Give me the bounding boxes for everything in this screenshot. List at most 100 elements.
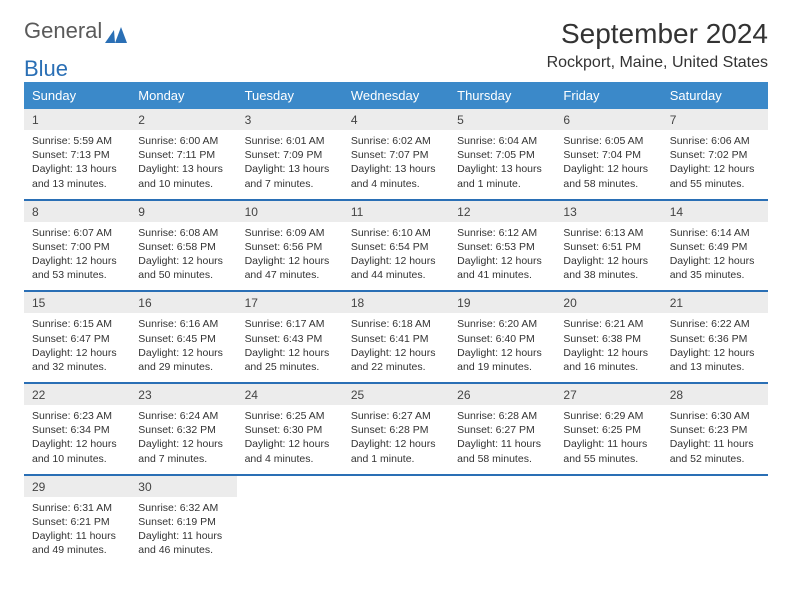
- day-sunrise: Sunrise: 6:01 AM: [245, 134, 335, 148]
- week-row: 22Sunrise: 6:23 AMSunset: 6:34 PMDayligh…: [24, 384, 768, 476]
- day-sunrise: Sunrise: 6:32 AM: [138, 501, 228, 515]
- day-sunset: Sunset: 6:54 PM: [351, 240, 441, 254]
- day-cell: 29Sunrise: 6:31 AMSunset: 6:21 PMDayligh…: [24, 476, 130, 566]
- day-day1: Daylight: 11 hours: [138, 529, 228, 543]
- day-cell: 1Sunrise: 5:59 AMSunset: 7:13 PMDaylight…: [24, 109, 130, 199]
- day-info: Sunrise: 6:01 AMSunset: 7:09 PMDaylight:…: [237, 134, 343, 191]
- day-sunrise: Sunrise: 6:30 AM: [670, 409, 760, 423]
- day-day1: Daylight: 12 hours: [457, 346, 547, 360]
- day-sunset: Sunset: 6:23 PM: [670, 423, 760, 437]
- day-day1: Daylight: 12 hours: [457, 254, 547, 268]
- day-sunrise: Sunrise: 6:09 AM: [245, 226, 335, 240]
- day-sunset: Sunset: 7:11 PM: [138, 148, 228, 162]
- day-info: Sunrise: 6:05 AMSunset: 7:04 PMDaylight:…: [555, 134, 661, 191]
- month-year-title: September 2024: [561, 18, 768, 50]
- day-sunrise: Sunrise: 6:13 AM: [563, 226, 653, 240]
- day-day2: and 50 minutes.: [138, 268, 228, 282]
- day-sunset: Sunset: 6:51 PM: [563, 240, 653, 254]
- day-number: 5: [449, 109, 555, 130]
- day-cell: [237, 476, 343, 566]
- dow-monday: Monday: [130, 82, 236, 109]
- day-info: Sunrise: 6:08 AMSunset: 6:58 PMDaylight:…: [130, 226, 236, 283]
- week-row: 1Sunrise: 5:59 AMSunset: 7:13 PMDaylight…: [24, 109, 768, 201]
- day-sunset: Sunset: 6:34 PM: [32, 423, 122, 437]
- day-day2: and 32 minutes.: [32, 360, 122, 374]
- logo: General: [24, 18, 127, 44]
- day-number: 11: [343, 201, 449, 222]
- day-sunset: Sunset: 6:19 PM: [138, 515, 228, 529]
- day-cell: 4Sunrise: 6:02 AMSunset: 7:07 PMDaylight…: [343, 109, 449, 199]
- day-day1: Daylight: 12 hours: [670, 162, 760, 176]
- day-cell: 26Sunrise: 6:28 AMSunset: 6:27 PMDayligh…: [449, 384, 555, 474]
- day-number: 15: [24, 292, 130, 313]
- day-sunrise: Sunrise: 6:22 AM: [670, 317, 760, 331]
- day-sunrise: Sunrise: 6:12 AM: [457, 226, 547, 240]
- day-sunset: Sunset: 6:43 PM: [245, 332, 335, 346]
- day-day2: and 10 minutes.: [138, 177, 228, 191]
- day-day2: and 41 minutes.: [457, 268, 547, 282]
- dow-friday: Friday: [555, 82, 661, 109]
- day-cell: 27Sunrise: 6:29 AMSunset: 6:25 PMDayligh…: [555, 384, 661, 474]
- day-day2: and 10 minutes.: [32, 452, 122, 466]
- day-number: 9: [130, 201, 236, 222]
- day-day1: Daylight: 13 hours: [32, 162, 122, 176]
- day-info: Sunrise: 6:09 AMSunset: 6:56 PMDaylight:…: [237, 226, 343, 283]
- day-sunrise: Sunrise: 5:59 AM: [32, 134, 122, 148]
- day-cell: 20Sunrise: 6:21 AMSunset: 6:38 PMDayligh…: [555, 292, 661, 382]
- dow-tuesday: Tuesday: [237, 82, 343, 109]
- day-sunset: Sunset: 7:04 PM: [563, 148, 653, 162]
- day-info: Sunrise: 6:07 AMSunset: 7:00 PMDaylight:…: [24, 226, 130, 283]
- day-cell: 5Sunrise: 6:04 AMSunset: 7:05 PMDaylight…: [449, 109, 555, 199]
- day-number: 21: [662, 292, 768, 313]
- logo-word-1: General: [24, 18, 102, 44]
- week-row: 8 Sunrise: 6:07 AMSunset: 7:00 PMDaylight…: [24, 201, 768, 293]
- day-day1: Daylight: 13 hours: [138, 162, 228, 176]
- day-day1: Daylight: 12 hours: [670, 254, 760, 268]
- day-cell: 16Sunrise: 6:16 AMSunset: 6:45 PMDayligh…: [130, 292, 236, 382]
- day-cell: 10Sunrise: 6:09 AMSunset: 6:56 PMDayligh…: [237, 201, 343, 291]
- day-number: 3: [237, 109, 343, 130]
- day-cell: 11Sunrise: 6:10 AMSunset: 6:54 PMDayligh…: [343, 201, 449, 291]
- day-day1: Daylight: 12 hours: [351, 437, 441, 451]
- day-sunset: Sunset: 6:36 PM: [670, 332, 760, 346]
- day-day1: Daylight: 12 hours: [563, 346, 653, 360]
- day-cell: 28Sunrise: 6:30 AMSunset: 6:23 PMDayligh…: [662, 384, 768, 474]
- day-cell: [343, 476, 449, 566]
- day-cell: 22Sunrise: 6:23 AMSunset: 6:34 PMDayligh…: [24, 384, 130, 474]
- day-info: Sunrise: 6:21 AMSunset: 6:38 PMDaylight:…: [555, 317, 661, 374]
- calendar-body: 1Sunrise: 5:59 AMSunset: 7:13 PMDaylight…: [24, 109, 768, 565]
- day-day2: and 7 minutes.: [245, 177, 335, 191]
- day-sunrise: Sunrise: 6:20 AM: [457, 317, 547, 331]
- day-day2: and 29 minutes.: [138, 360, 228, 374]
- day-sunrise: Sunrise: 6:06 AM: [670, 134, 760, 148]
- day-day2: and 19 minutes.: [457, 360, 547, 374]
- day-number: 24: [237, 384, 343, 405]
- day-info: Sunrise: 6:30 AMSunset: 6:23 PMDaylight:…: [662, 409, 768, 466]
- day-number: 8: [24, 201, 130, 222]
- day-cell: 17Sunrise: 6:17 AMSunset: 6:43 PMDayligh…: [237, 292, 343, 382]
- day-sunset: Sunset: 6:25 PM: [563, 423, 653, 437]
- week-row: 15Sunrise: 6:15 AMSunset: 6:47 PMDayligh…: [24, 292, 768, 384]
- day-info: Sunrise: 6:17 AMSunset: 6:43 PMDaylight:…: [237, 317, 343, 374]
- day-day2: and 16 minutes.: [563, 360, 653, 374]
- day-day2: and 4 minutes.: [351, 177, 441, 191]
- day-day2: and 52 minutes.: [670, 452, 760, 466]
- day-number: 23: [130, 384, 236, 405]
- day-cell: 25Sunrise: 6:27 AMSunset: 6:28 PMDayligh…: [343, 384, 449, 474]
- day-sunset: Sunset: 6:56 PM: [245, 240, 335, 254]
- day-day2: and 58 minutes.: [457, 452, 547, 466]
- day-day1: Daylight: 11 hours: [32, 529, 122, 543]
- day-info: Sunrise: 6:22 AMSunset: 6:36 PMDaylight:…: [662, 317, 768, 374]
- day-sunrise: Sunrise: 6:00 AM: [138, 134, 228, 148]
- day-day1: Daylight: 12 hours: [563, 254, 653, 268]
- day-day1: Daylight: 13 hours: [245, 162, 335, 176]
- day-sunrise: Sunrise: 6:23 AM: [32, 409, 122, 423]
- day-day2: and 49 minutes.: [32, 543, 122, 557]
- day-cell: 6Sunrise: 6:05 AMSunset: 7:04 PMDaylight…: [555, 109, 661, 199]
- day-sunset: Sunset: 6:32 PM: [138, 423, 228, 437]
- day-sunset: Sunset: 7:02 PM: [670, 148, 760, 162]
- day-info: Sunrise: 6:12 AMSunset: 6:53 PMDaylight:…: [449, 226, 555, 283]
- day-info: Sunrise: 6:27 AMSunset: 6:28 PMDaylight:…: [343, 409, 449, 466]
- day-day2: and 44 minutes.: [351, 268, 441, 282]
- header: General September 2024: [24, 18, 768, 50]
